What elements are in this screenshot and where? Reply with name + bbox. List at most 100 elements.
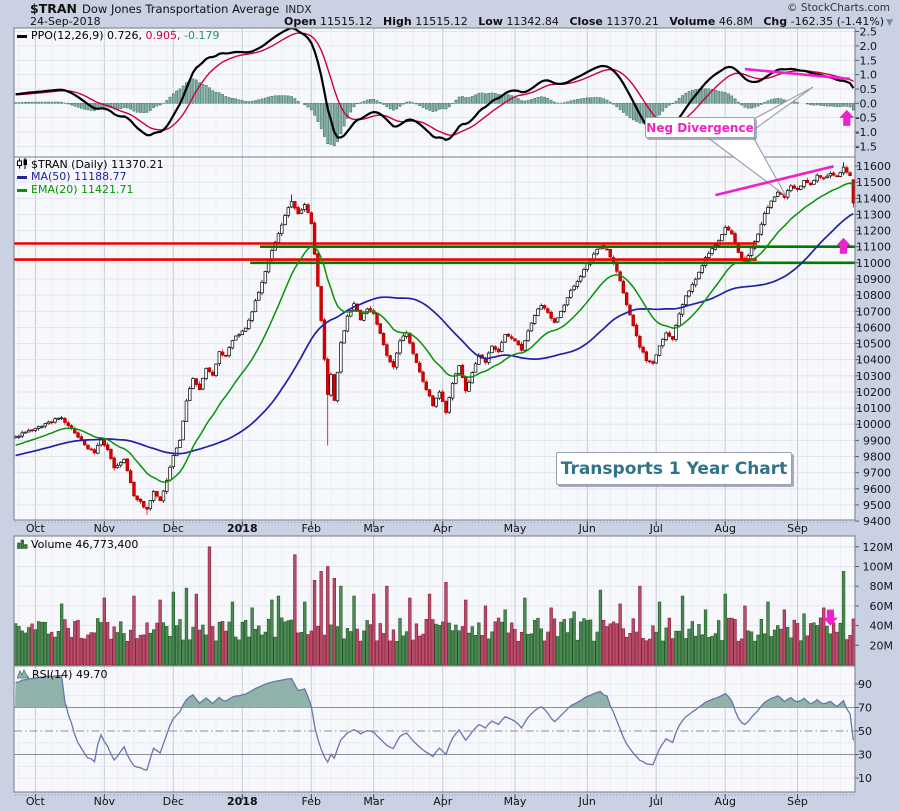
quote-chg-value: -162.35 (-1.41%) (790, 15, 885, 28)
quote-low-value: 11342.84 (506, 15, 559, 28)
volume-legend: Volume 46,773,400 (17, 538, 139, 553)
rsi-legend: RSI(14) 49.70 (16, 668, 108, 683)
neg-divergence-callout: Neg Divergence (645, 117, 755, 138)
ppo-value-hist: -0.179 (184, 29, 220, 42)
chart-date: 24-Sep-2018 (30, 15, 101, 28)
svg-text:0.0: 0.0 (860, 97, 878, 110)
svg-text:9800: 9800 (863, 451, 891, 464)
quote-low-label: Low (478, 15, 503, 28)
quote-high-value: 11515.12 (415, 15, 468, 28)
svg-text:1.5: 1.5 (860, 54, 878, 67)
svg-text:10500: 10500 (856, 338, 891, 351)
copyright: © StockCharts.com (787, 2, 890, 14)
volume-legend-text: Volume 46,773,400 (31, 538, 139, 551)
svg-text:0.5: 0.5 (860, 83, 878, 96)
x-axis-row-main: Oct Nov Dec 2018 Feb Mar Apr May Jun Jul Aug Sep (0, 521, 900, 536)
ma50-swatch-icon (17, 175, 27, 179)
month-label: Jul (649, 795, 663, 808)
svg-text:11400: 11400 (856, 192, 891, 205)
chart-title-text: Transports 1 Year Chart (560, 458, 788, 479)
ppo-value-main: 0.726, (107, 29, 142, 42)
candlestick-icon (17, 158, 28, 173)
quote-volume-label: Volume (669, 15, 716, 28)
quote-strip: Open 11515.12 High 11515.12 Low 11342.84… (277, 15, 893, 28)
month-label: Oct (25, 522, 45, 535)
svg-text:10900: 10900 (856, 273, 891, 286)
neg-divergence-text: Neg Divergence (646, 120, 754, 135)
price-legend: $TRAN (Daily) 11370.21 MA(50) 11188.77 E… (17, 158, 164, 197)
svg-text:50: 50 (858, 725, 872, 738)
ema20-legend: EMA(20) 11421.71 (31, 183, 134, 196)
svg-text:-0.5: -0.5 (856, 112, 877, 125)
month-label: Aug (714, 795, 736, 808)
svg-text:9400: 9400 (863, 515, 891, 528)
month-label: Mar (363, 795, 385, 808)
chg-dropdown-icon[interactable]: ▼ (886, 18, 893, 28)
month-label: Sep (787, 795, 808, 808)
svg-text:10: 10 (858, 772, 872, 785)
svg-text:70: 70 (858, 702, 872, 715)
month-label: Jul (649, 522, 663, 535)
svg-text:120M: 120M (863, 541, 894, 554)
svg-text:100M: 100M (863, 561, 894, 574)
ppo-legend-label: PPO(12,26,9) (31, 29, 104, 42)
quote-high-label: High (383, 15, 412, 28)
rsi-legend-text: RSI(14) 49.70 (32, 668, 108, 681)
month-label: Feb (301, 795, 322, 808)
price-legend-symbol: $TRAN (Daily) 11370.21 (31, 158, 164, 171)
svg-text:10300: 10300 (856, 370, 891, 383)
svg-text:11200: 11200 (856, 225, 891, 238)
month-label: Aug (714, 522, 736, 535)
rsi-area-icon (16, 669, 30, 683)
svg-text:10100: 10100 (856, 402, 891, 415)
svg-text:2.0: 2.0 (860, 40, 878, 53)
exchange: INDX (285, 4, 312, 16)
svg-text:10600: 10600 (856, 321, 891, 334)
chart-title-box: Transports 1 Year Chart (556, 452, 792, 485)
quote-close-label: Close (569, 15, 603, 28)
ma50-legend: MA(50) 11188.77 (31, 170, 127, 183)
month-label: 2018 (227, 795, 258, 808)
ppo-value-signal: 0.905, (145, 29, 181, 42)
quote-volume-value: 46.8M (718, 15, 753, 28)
month-label: Nov (93, 522, 116, 535)
svg-text:9700: 9700 (863, 467, 891, 480)
svg-text:11600: 11600 (856, 160, 891, 173)
svg-text:11300: 11300 (856, 208, 891, 221)
svg-text:10800: 10800 (856, 289, 891, 302)
symbol-name: Dow Jones Transportation Average (82, 2, 280, 16)
svg-text:9600: 9600 (863, 483, 891, 496)
svg-text:9500: 9500 (863, 499, 891, 512)
month-label: Dec (162, 795, 184, 808)
x-axis-row-bottom: Oct Nov Dec 2018 Feb Mar Apr May Jun Jul Aug Sep (0, 794, 900, 809)
svg-text:10200: 10200 (856, 386, 891, 399)
svg-text:60M: 60M (870, 600, 894, 613)
svg-text:40M: 40M (870, 620, 894, 633)
svg-text:2.5: 2.5 (860, 26, 878, 39)
month-label: Oct (25, 795, 45, 808)
ppo-legend: PPO(12,26,9) 0.726, 0.905, -0.179 (17, 29, 220, 43)
svg-text:30: 30 (858, 749, 872, 762)
quote-chg-label: Chg (763, 15, 788, 28)
svg-text:11500: 11500 (856, 176, 891, 189)
month-label: Nov (93, 795, 116, 808)
month-label: 2018 (227, 522, 258, 535)
svg-text:10000: 10000 (856, 418, 891, 431)
svg-text:1.0: 1.0 (860, 69, 878, 82)
month-label: Apr (433, 795, 453, 808)
month-label: Apr (433, 522, 453, 535)
month-label: May (503, 522, 527, 535)
quote-open-label: Open (283, 15, 317, 28)
month-label: May (503, 795, 527, 808)
svg-text:11100: 11100 (856, 241, 891, 254)
svg-text:20M: 20M (870, 639, 894, 652)
month-label: Jun (578, 795, 596, 808)
volume-bars-icon (17, 539, 28, 553)
svg-text:-1.5: -1.5 (856, 140, 877, 153)
svg-text:-1.0: -1.0 (856, 126, 877, 139)
quote-open-value: 11515.12 (320, 15, 373, 28)
month-label: Sep (787, 522, 808, 535)
